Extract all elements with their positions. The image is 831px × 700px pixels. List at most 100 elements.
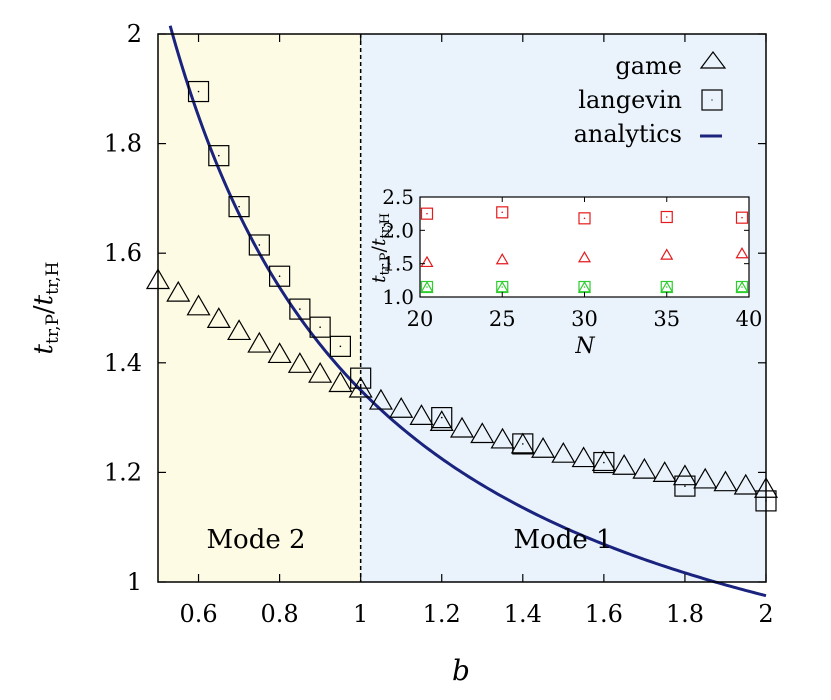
game-point bbox=[470, 422, 495, 444]
langevin-point bbox=[593, 451, 615, 474]
game-point bbox=[267, 342, 292, 364]
langevin-point-dot bbox=[339, 345, 342, 348]
mode2-label: Mode 2 bbox=[206, 525, 305, 555]
region-mode2-background bbox=[158, 34, 361, 582]
game-point bbox=[166, 280, 191, 302]
svg-text:ttr,P/ttr,H: ttr,P/ttr,H bbox=[368, 213, 393, 283]
inset-chart: 20 25 30 35 401.01.52.02.5 N ttr,P/ttr,H bbox=[368, 185, 762, 359]
game-point bbox=[348, 376, 373, 398]
inset-triangle-point bbox=[577, 251, 592, 263]
x-tick-label: 1.8 bbox=[666, 600, 704, 628]
langevin-point bbox=[228, 196, 250, 218]
game-point bbox=[247, 331, 272, 353]
main-plot-frame bbox=[157, 33, 767, 583]
inset-ylabel-sub2: tr,H bbox=[378, 213, 393, 238]
game-point bbox=[287, 352, 312, 373]
inset-x-tick-label: 30 bbox=[571, 307, 598, 331]
inset-triangle-point bbox=[660, 248, 674, 260]
langevin-point-dot bbox=[258, 244, 261, 246]
langevin-point bbox=[187, 80, 210, 103]
inset-square-point bbox=[420, 207, 434, 220]
inset-frame bbox=[419, 196, 750, 298]
game-point bbox=[449, 416, 475, 438]
main-frame bbox=[157, 33, 767, 583]
game-point bbox=[652, 461, 677, 482]
langevin-point-dot bbox=[684, 485, 686, 487]
y-tick-label: 1.2 bbox=[104, 458, 142, 486]
game-point bbox=[490, 427, 515, 449]
y-tick-label: 1 bbox=[127, 568, 142, 596]
x-tick-label: 1.4 bbox=[504, 600, 542, 628]
game-point bbox=[531, 437, 556, 458]
legend-langevin-marker bbox=[701, 89, 723, 111]
langevin-point-dot bbox=[278, 275, 281, 278]
langevin-point bbox=[309, 316, 331, 338]
inset-square-point-dot bbox=[665, 286, 668, 288]
langevin-point bbox=[269, 265, 291, 287]
game-point bbox=[571, 446, 596, 468]
y-tick-label: 1.4 bbox=[104, 349, 142, 377]
legend-game-marker bbox=[699, 51, 727, 69]
inset-triangle-point bbox=[495, 281, 509, 293]
langevin-point bbox=[248, 234, 270, 256]
inset-markers bbox=[420, 206, 749, 294]
langevin-point-dot bbox=[359, 377, 362, 379]
inset-square-point-dot bbox=[426, 286, 428, 288]
game-point bbox=[591, 450, 616, 472]
game-point bbox=[389, 397, 414, 418]
main-ylabel-t1: t bbox=[29, 343, 59, 354]
langevin-point-dot bbox=[238, 205, 240, 208]
y-tick-label: 2 bbox=[127, 20, 142, 48]
legend: game langevin analytics bbox=[574, 51, 727, 148]
inset-square-point-dot bbox=[583, 217, 586, 220]
langevin-point-dot bbox=[603, 461, 605, 464]
main-axes: 0.6 0.8 1 1.2 1.4 1.6 1.8 2 1 1.2 1.4 1.6 1.8 2 bbox=[104, 20, 774, 628]
langevin-point-dot bbox=[299, 308, 301, 310]
game-point bbox=[713, 470, 738, 492]
inset-y-tick-label: 2.0 bbox=[382, 218, 414, 242]
langevin-point-dot bbox=[440, 416, 443, 419]
langevin-point bbox=[289, 298, 311, 320]
main-x-axis-label: b bbox=[452, 654, 470, 687]
inset-triangle-point bbox=[735, 247, 749, 259]
inset-triangle-point bbox=[577, 281, 592, 293]
game-point bbox=[733, 473, 758, 495]
x-tick-label: 1.2 bbox=[423, 600, 461, 628]
inset-triangle-point bbox=[420, 281, 434, 293]
inset-x-tick-label: 40 bbox=[736, 307, 763, 331]
inset-y-tick-label: 1.0 bbox=[382, 285, 414, 309]
main-ylabel-sub1: tr,P bbox=[43, 314, 63, 344]
svg-text:ttr,P/ttr,H: ttr,P/ttr,H bbox=[29, 262, 63, 355]
inset-square-point bbox=[496, 206, 509, 219]
y-tick-label: 1.6 bbox=[104, 239, 142, 267]
x-tick-label: 2 bbox=[758, 600, 773, 628]
inset-ylabel-t2: t bbox=[368, 238, 390, 246]
game-point bbox=[206, 307, 231, 328]
inset-ylabel-t1: t bbox=[368, 275, 390, 283]
inset-triangle-point bbox=[420, 255, 434, 268]
langevin-point bbox=[208, 145, 230, 167]
langevin-point bbox=[350, 367, 372, 389]
inset-square-point-dot bbox=[741, 216, 743, 219]
x-tick-label: 1 bbox=[353, 600, 368, 628]
inset-background bbox=[420, 197, 749, 297]
main-ylabel-t2: t bbox=[29, 294, 59, 305]
y-tick-label: 1.8 bbox=[104, 130, 142, 158]
inset-square-point bbox=[735, 211, 749, 224]
game-point bbox=[308, 361, 333, 383]
inset-triangle-point bbox=[660, 281, 674, 293]
inset-square-point-dot bbox=[501, 286, 504, 288]
game-point bbox=[672, 464, 697, 486]
inset-x-tick-label: 25 bbox=[489, 307, 516, 331]
x-tick-label: 1.6 bbox=[585, 600, 623, 628]
legend-langevin-dot bbox=[711, 99, 713, 101]
inset-y-axis-label: ttr,P/ttr,H bbox=[368, 213, 393, 283]
inset-square-point bbox=[660, 210, 673, 224]
x-tick-label: 0.6 bbox=[179, 600, 217, 628]
game-point bbox=[368, 388, 393, 410]
langevin-point bbox=[329, 335, 351, 357]
langevin-point bbox=[674, 475, 696, 497]
langevin-point bbox=[431, 407, 453, 429]
legend-analytics-label: analytics bbox=[574, 120, 682, 148]
